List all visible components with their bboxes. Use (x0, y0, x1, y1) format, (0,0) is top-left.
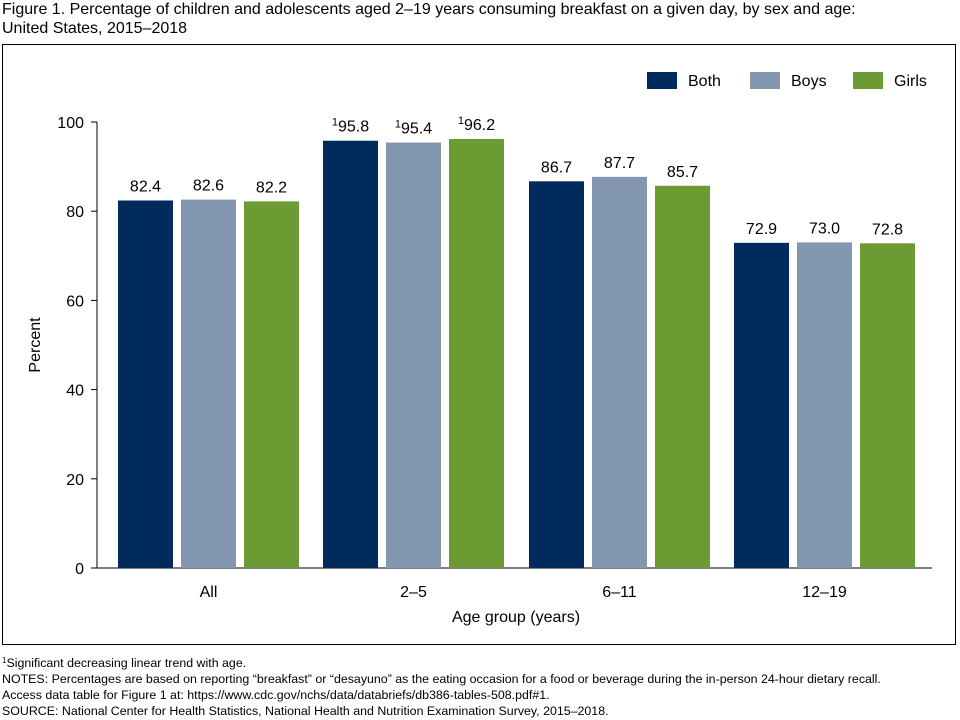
y-tick-label: 20 (66, 472, 84, 489)
bar-both (529, 181, 584, 568)
bar-value-label: 196.2 (458, 115, 495, 134)
figure-title-line-2: United States, 2015–2018 (2, 20, 188, 37)
footnote-marker-superscript: 1 (395, 119, 401, 131)
footnote-marker-superscript: 1 (332, 117, 338, 129)
legend-swatch-both (647, 72, 677, 89)
bar-both (118, 200, 173, 568)
bar-both (323, 140, 378, 568)
bar-value-label: 72.9 (746, 221, 777, 238)
bar-labels: 82.4 82.6 82.2 195.8 195.4 196.2 86.7 87.7 85.7 7… (130, 115, 903, 238)
legend-label-girls: Girls (894, 73, 927, 90)
figure-title-line-1: Figure 1. Percentage of children and ado… (2, 1, 856, 18)
bar-value-label: 82.6 (193, 178, 224, 195)
figure-title: Figure 1. Percentage of children and ado… (2, 0, 958, 38)
bar-girls (449, 138, 504, 568)
y-tick-label: 100 (57, 115, 84, 132)
y-tick-label: 80 (66, 204, 84, 221)
bar-boys (592, 176, 647, 568)
bar-value-label: 86.7 (541, 159, 572, 176)
bar-value-label: 82.4 (130, 178, 161, 195)
bar-value-label: 85.7 (667, 164, 698, 181)
y-tick-label: 0 (75, 561, 84, 578)
bar-value-label: 72.8 (872, 221, 903, 238)
bar-both (734, 242, 789, 568)
footnote-marker: 1 (2, 656, 7, 665)
x-axis-label: Age group (years) (452, 609, 580, 626)
bars (118, 138, 915, 569)
notes-section: 1Significant decreasing linear trend wit… (2, 655, 958, 719)
bar-value-label: 195.8 (332, 117, 369, 136)
bar-girls (860, 243, 915, 568)
x-tick-label: 2–5 (400, 584, 427, 601)
bar-girls (655, 185, 710, 568)
x-tick-label: All (200, 584, 218, 601)
access-text: Access data table for Figure 1 at: https… (2, 688, 550, 702)
footnote-marker-superscript: 1 (458, 115, 464, 127)
bar-boys (386, 142, 441, 569)
notes-text: NOTES: Percentages are based on reportin… (2, 672, 881, 686)
bar-boys (797, 242, 852, 569)
bar-boys (181, 199, 236, 568)
x-axis: All 2–5 6–11 12–19 (97, 567, 932, 601)
x-tick-label: 12–19 (802, 584, 847, 601)
footnote-text: Significant decreasing linear trend with… (6, 656, 247, 670)
y-axis-label: Percent (27, 317, 44, 373)
y-axis: 0 20 40 60 80 100 (57, 115, 98, 578)
bar-value-label: 87.7 (604, 155, 635, 172)
footnote: 1Significant decreasing linear trend wit… (2, 655, 958, 671)
y-tick-label: 60 (66, 293, 84, 310)
bar-value-label: 73.0 (809, 220, 840, 237)
bar-girls (244, 201, 299, 568)
legend-swatch-boys (750, 72, 780, 89)
chart-frame (2, 44, 956, 645)
bar-value-label: 195.4 (395, 119, 432, 138)
legend-label-both: Both (688, 73, 721, 90)
bar-value-label: 82.2 (256, 179, 287, 196)
legend: Both Boys Girls (647, 72, 927, 90)
legend-swatch-girls (853, 72, 883, 89)
legend-label-boys: Boys (791, 73, 827, 90)
x-tick-label: 6–11 (602, 584, 637, 601)
y-tick-label: 40 (66, 383, 84, 400)
source-text: SOURCE: National Center for Health Stati… (2, 704, 609, 718)
